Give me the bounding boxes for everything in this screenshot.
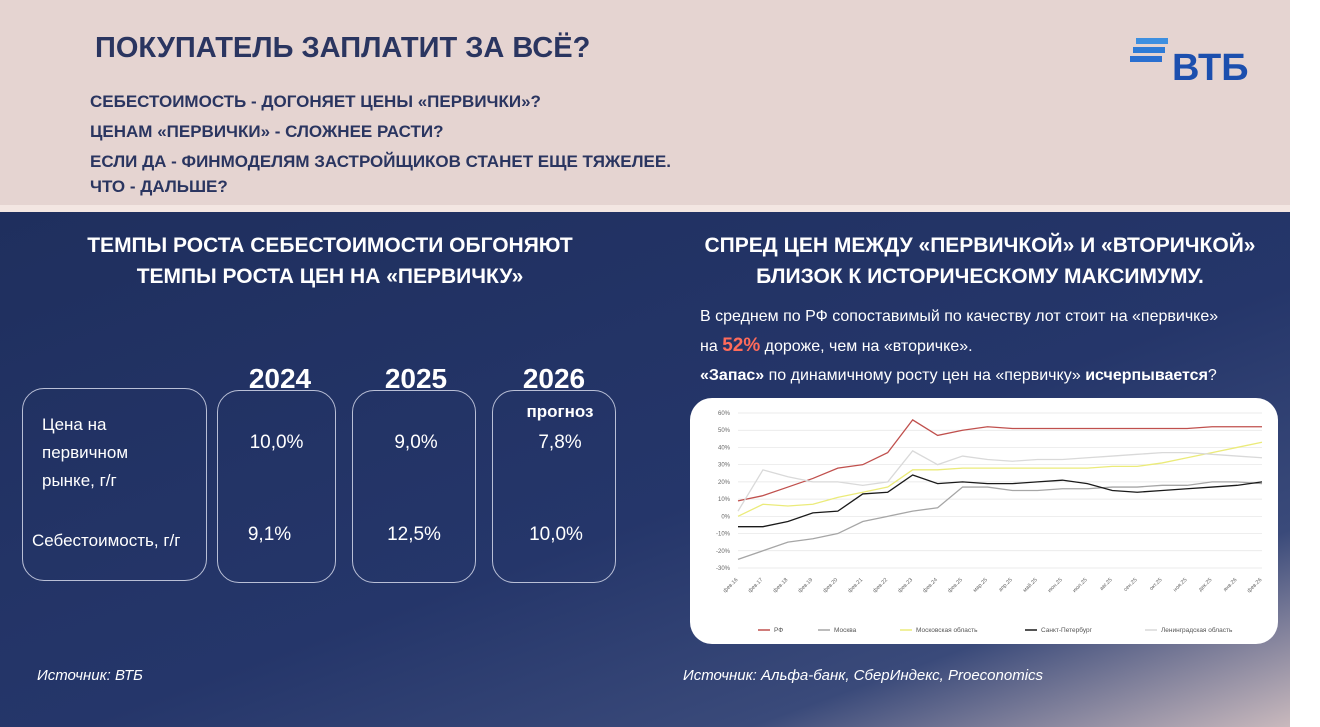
- x-tick-label: фев.17: [747, 577, 764, 594]
- label-box: [22, 388, 207, 581]
- text: дороже, чем на «вторичке».: [760, 338, 973, 355]
- x-tick-label: июл.25: [1072, 577, 1089, 594]
- y-tick-label: -10%: [716, 532, 731, 538]
- x-tick-label: фев.21: [847, 577, 864, 594]
- legend-label: Москва: [834, 627, 857, 634]
- stripe: [0, 205, 1290, 212]
- y-tick-label: 20%: [718, 480, 731, 486]
- year: 2024: [248, 363, 312, 394]
- series-line: [738, 474, 1263, 528]
- title-line: ТЕМПЫ РОСТА СЕБЕСТОИМОСТИ ОБГОНЯЮТ: [87, 234, 573, 257]
- y-tick-label: 40%: [718, 445, 731, 451]
- logo: ВТБ: [1130, 38, 1249, 86]
- cell: 10,0%: [249, 432, 304, 453]
- label-line: первичном: [42, 443, 129, 462]
- right-title: СПРЕД ЦЕН МЕЖДУ «ПЕРВИЧКОЙ» И «ВТОРИЧКОЙ…: [670, 230, 1290, 292]
- text: ?: [1207, 367, 1217, 384]
- source: Источник: ВТБ: [37, 667, 143, 684]
- text-line: на 52% дороже, чем на «вторичке».: [700, 331, 1270, 361]
- x-tick-label: фев.22: [872, 577, 889, 594]
- paragraph: В среднем по РФ сопоставимый по качеству…: [700, 302, 1270, 390]
- y-tick-label: 30%: [718, 463, 731, 469]
- y-tick-label: 60%: [718, 411, 731, 417]
- label-line: Себестоимость, г/г: [32, 531, 181, 550]
- question: ЧТО - ДАЛЬШЕ?: [90, 177, 228, 196]
- label-line: рынке, г/г: [42, 471, 117, 490]
- year: 2026: [522, 363, 586, 394]
- label-line: Цена на: [42, 415, 107, 434]
- left-title: ТЕМПЫ РОСТА СЕБЕСТОИМОСТИ ОБГОНЯЮТ ТЕМПЫ …: [40, 230, 620, 292]
- year-box: [217, 390, 336, 583]
- y-tick-label: -30%: [716, 566, 731, 572]
- year-box: [492, 390, 616, 583]
- cell: 7,8%: [538, 432, 582, 453]
- text-line: «Запас» по динамичному росту цен на «пер…: [700, 361, 1270, 390]
- x-tick-label: фев.19: [797, 577, 814, 594]
- emphasis: исчерпывается: [1085, 367, 1208, 384]
- series-line: [737, 450, 1263, 512]
- x-tick-label: сен.25: [1123, 577, 1139, 593]
- cell: 12,5%: [387, 524, 441, 545]
- legend-label: Санкт-Петербург: [1041, 626, 1093, 634]
- x-tick-label: фев.24: [922, 577, 939, 594]
- y-tick-label: 50%: [718, 428, 731, 434]
- x-tick-label: мар.25: [972, 577, 989, 594]
- text: на: [700, 338, 723, 355]
- x-tick-label: фев.20: [822, 577, 839, 594]
- x-tick-label: янв.26: [1222, 577, 1238, 593]
- x-tick-label: фев.25: [947, 577, 964, 594]
- highlight: 52%: [722, 335, 761, 356]
- y-tick-label: 10%: [718, 497, 731, 503]
- cell: 9,1%: [247, 524, 292, 545]
- series-line: [737, 441, 1263, 517]
- title-line: ТЕМПЫ РОСТА ЦЕН НА «ПЕРВИЧКУ»: [136, 265, 524, 288]
- chart: -30% -20% -10% 0% 10% 20% 30% 40% 50% 60% фев.16 фе…: [716, 411, 1263, 634]
- row-label: Себестоимость, г/г: [32, 527, 180, 555]
- cell: 9,0%: [394, 432, 438, 453]
- question: СЕБЕСТОИМОСТЬ - ДОГОНЯЕТ ЦЕНЫ «ПЕРВИЧКИ»…: [90, 92, 541, 111]
- title-line: СПРЕД ЦЕН МЕЖДУ «ПЕРВИЧКОЙ» И «ВТОРИЧКОЙ…: [704, 234, 1256, 257]
- series-line: [737, 419, 1262, 502]
- title-line: БЛИЗОК К ИСТОРИЧЕСКОМУ МАКСИМУМУ.: [756, 265, 1204, 288]
- legend-label: РФ: [774, 627, 783, 634]
- forecast-note: прогноз: [526, 402, 594, 421]
- text: по динамичному росту цен на «первичку»: [764, 367, 1086, 384]
- title: ПОКУПАТЕЛЬ ЗАПЛАТИТ ЗА ВСЁ?: [95, 32, 591, 64]
- legend-label: Ленинградская область: [1161, 626, 1233, 634]
- x-tick-label: окт.25: [1149, 577, 1164, 592]
- x-tick-label: авг.25: [1099, 577, 1114, 592]
- text: В среднем по РФ сопоставимый по качеству…: [700, 308, 1219, 325]
- question: ЦЕНАМ «ПЕРВИЧКИ» - СЛОЖНЕЕ РАСТИ?: [90, 122, 444, 141]
- x-tick-label: фев.18: [772, 577, 789, 594]
- question: ЕСЛИ ДА - ФИНМОДЕЛЯМ ЗАСТРОЙЩИКОВ СТАНЕТ…: [90, 152, 671, 171]
- x-tick-label: апр.25: [998, 577, 1014, 593]
- x-tick-label: фев.23: [897, 577, 914, 594]
- x-tick-label: фев.26: [1246, 577, 1263, 594]
- x-tick-label: ноя.25: [1172, 577, 1188, 593]
- x-tick-label: май.25: [1021, 576, 1038, 593]
- cell: 10,0%: [529, 524, 583, 545]
- year-box: [352, 390, 476, 583]
- y-tick-label: -20%: [716, 549, 731, 555]
- source: Источник: Альфа-банк, СберИндекс, Proeco…: [683, 667, 1044, 684]
- year: 2025: [384, 363, 448, 394]
- y-tick-label: 0%: [721, 514, 730, 520]
- emphasis: «Запас»: [700, 367, 765, 384]
- x-tick-label: фев.16: [722, 577, 739, 594]
- row-label: Цена на первичном рынке, г/г: [42, 411, 128, 495]
- x-tick-label: июн.25: [1047, 577, 1064, 594]
- logo-text: ВТБ: [1172, 47, 1249, 86]
- legend-label: Московская область: [916, 626, 978, 634]
- header-band: [0, 0, 1290, 205]
- x-tick-label: дек.25: [1198, 577, 1214, 593]
- series-line: [737, 481, 1263, 561]
